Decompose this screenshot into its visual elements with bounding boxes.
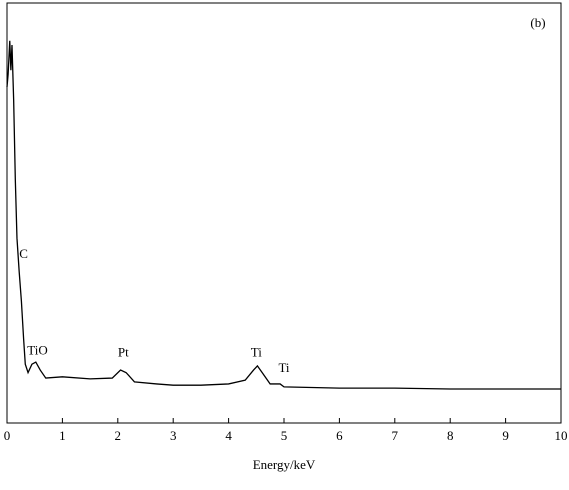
x-tick-label: 5 [281,428,288,443]
x-tick-label: 8 [447,428,454,443]
x-tick-label: 10 [555,428,568,443]
panel-label: (b) [530,15,545,30]
peak-label: Ti [278,360,289,375]
peak-label: Pt [118,345,129,360]
peak-label: C [19,246,28,261]
x-tick-label: 3 [170,428,177,443]
x-axis-label: Energy/keV [253,457,316,472]
x-tick-label: 6 [336,428,343,443]
peak-label: Ti [251,345,262,360]
peak-label: TiO [27,343,47,358]
x-tick-label: 7 [392,428,399,443]
x-tick-label: 2 [115,428,122,443]
x-tick-label: 0 [4,428,11,443]
x-tick-label: 1 [59,428,66,443]
spectrum-line [6,40,561,390]
x-tick-label: 9 [502,428,509,443]
x-tick-label: 4 [225,428,232,443]
